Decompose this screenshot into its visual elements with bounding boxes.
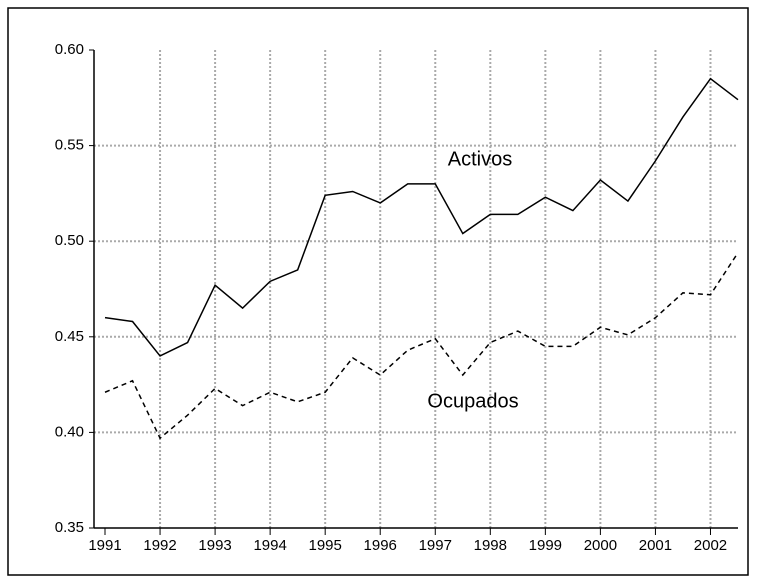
x-tick-label: 2000: [584, 537, 617, 554]
y-tick-label: 0.55: [55, 137, 84, 154]
x-tick-label: 1999: [529, 537, 562, 554]
y-tick-label: 0.45: [55, 328, 84, 345]
x-tick-label: 1998: [474, 537, 507, 554]
series-line: [104, 77, 739, 357]
x-tick-label: 1991: [88, 537, 121, 554]
x-tick-label: 1997: [419, 537, 452, 554]
frame: [7, 7, 749, 576]
y-tick-label: 0.40: [55, 423, 84, 440]
x-tick-label: 1994: [253, 537, 286, 554]
x-tick-label: 2002: [694, 537, 727, 554]
y-tick-label: 0.50: [55, 232, 84, 249]
x-tick-label: 1993: [198, 537, 231, 554]
x-tick-label: 2001: [639, 537, 672, 554]
x-tick-label: 1996: [364, 537, 397, 554]
x-tick-label: 1995: [308, 537, 341, 554]
x-tick-label: 1992: [143, 537, 176, 554]
y-tick-label: 0.35: [55, 519, 84, 536]
y-tick-label: 0.60: [55, 41, 84, 58]
series-line: [104, 252, 739, 440]
series-label: Activos: [448, 148, 512, 170]
series-label: Ocupados: [427, 390, 518, 412]
